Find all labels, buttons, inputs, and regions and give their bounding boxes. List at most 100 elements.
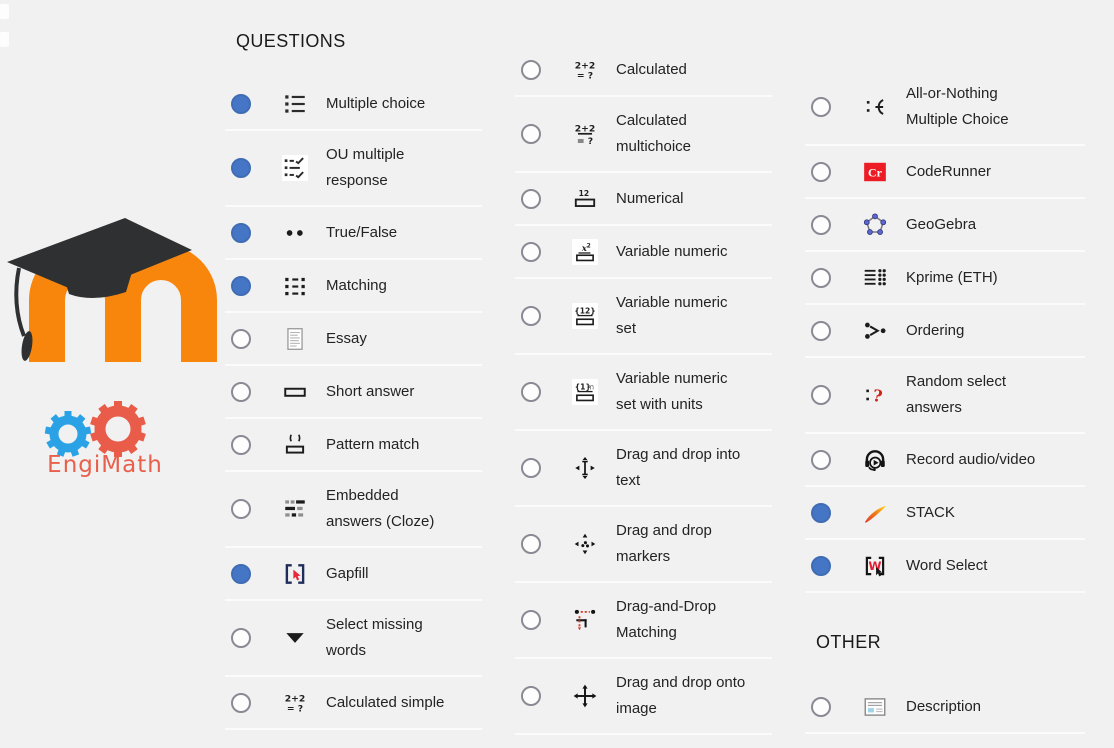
question-type-row-calculated[interactable]: Calculated — [515, 44, 772, 97]
question-type-label: STACK — [906, 503, 955, 521]
radio-kprime[interactable] — [811, 267, 831, 288]
edge-artifact — [0, 32, 9, 47]
question-type-row-matching[interactable]: Matching — [225, 260, 482, 313]
radio-drag-drop-matching[interactable] — [521, 610, 541, 630]
radio-calculated-multichoice[interactable] — [521, 124, 541, 144]
question-type-row-variable-numeric-set[interactable]: Variable numeric set — [515, 279, 772, 355]
question-type-label: Gapfill — [326, 564, 369, 582]
radio-numerical[interactable] — [521, 188, 541, 209]
question-type-label: Variable numeric — [616, 242, 728, 260]
radio-geogebra[interactable] — [811, 214, 831, 235]
question-type-row-coderunner[interactable]: CodeRunner — [805, 146, 1085, 199]
radio-record-av[interactable] — [811, 449, 831, 470]
question-type-row-drag-drop-image[interactable]: Drag and drop onto image — [515, 659, 772, 735]
all-or-nothing-icon — [862, 94, 888, 120]
record-av-icon — [862, 447, 888, 473]
question-type-row-random-select[interactable]: Random select answers — [805, 358, 1085, 434]
question-type-label: All-or-Nothing Multiple Choice — [906, 85, 1009, 128]
question-type-label: True/False — [326, 223, 398, 241]
question-type-row-pattern-match[interactable]: Pattern match — [225, 419, 482, 472]
question-type-label: Essay — [326, 329, 367, 347]
question-type-row-calculated-simple[interactable]: Calculated simple — [225, 677, 482, 730]
radio-stack[interactable] — [811, 502, 831, 523]
radio-calculated[interactable] — [521, 59, 541, 80]
radio-calculated-simple[interactable] — [231, 692, 251, 713]
gapfill-icon — [282, 561, 308, 587]
question-type-label: Word Select — [906, 556, 988, 574]
question-type-row-numerical[interactable]: Numerical — [515, 173, 772, 226]
radio-short-answer[interactable] — [231, 381, 251, 402]
radio-drag-drop-markers[interactable] — [521, 534, 541, 554]
radio-embedded-answers[interactable] — [231, 499, 251, 519]
stack-icon — [862, 500, 888, 526]
question-type-row-word-select[interactable]: Word Select — [805, 540, 1085, 593]
question-type-row-kprime[interactable]: Kprime (ETH) — [805, 252, 1085, 305]
blue-gear — [44, 411, 92, 457]
radio-select-missing-words[interactable] — [231, 628, 251, 648]
question-type-row-all-or-nothing[interactable]: All-or-Nothing Multiple Choice — [805, 70, 1085, 146]
question-type-row-drag-drop-matching[interactable]: Drag-and-Drop Matching — [515, 583, 772, 659]
question-type-row-select-missing-words[interactable]: Select missing words — [225, 601, 482, 677]
radio-ordering[interactable] — [811, 320, 831, 341]
column-questions-right: All-or-Nothing Multiple Choice CodeRunner… — [805, 70, 1085, 734]
question-type-label: Matching — [326, 276, 387, 294]
radio-variable-numeric-set[interactable] — [521, 306, 541, 326]
question-type-label: GeoGebra — [906, 215, 977, 233]
question-type-row-essay[interactable]: Essay — [225, 313, 482, 366]
question-type-row-variable-numeric-set-units[interactable]: Variable numeric set with units — [515, 355, 772, 431]
radio-gapfill[interactable] — [231, 563, 251, 584]
kprime-icon — [862, 265, 888, 291]
question-type-row-geogebra[interactable]: GeoGebra — [805, 199, 1085, 252]
question-type-label: Select missing words — [326, 616, 423, 659]
question-type-label: Calculated multichoice — [616, 112, 692, 155]
question-type-row-drag-drop-text[interactable]: Drag and drop into text — [515, 431, 772, 507]
calculated-multichoice-icon — [572, 121, 598, 147]
question-type-row-multiple-choice[interactable]: Multiple choice — [225, 78, 482, 131]
question-type-row-stack[interactable]: STACK — [805, 487, 1085, 540]
radio-description[interactable] — [811, 696, 831, 717]
numerical-icon — [572, 186, 598, 212]
question-type-row-drag-drop-markers[interactable]: Drag and drop markers — [515, 507, 772, 583]
question-type-row-gapfill[interactable]: Gapfill — [225, 548, 482, 601]
question-type-label: OU multiple response — [326, 146, 405, 189]
question-type-label: Embedded answers (Cloze) — [326, 487, 435, 530]
question-type-row-short-answer[interactable]: Short answer — [225, 366, 482, 419]
radio-word-select[interactable] — [811, 555, 831, 576]
radio-all-or-nothing[interactable] — [811, 97, 831, 117]
question-type-label: Kprime (ETH) — [906, 268, 998, 286]
question-type-label: Pattern match — [326, 435, 420, 453]
question-type-label: Description — [906, 697, 982, 715]
engimath-gears-logo — [44, 401, 146, 457]
variable-numeric-set-icon — [572, 303, 598, 329]
ou-multiple-response-icon — [282, 155, 308, 181]
question-type-row-true-false[interactable]: True/False — [225, 207, 482, 260]
question-type-row-embedded-answers[interactable]: Embedded answers (Cloze) — [225, 472, 482, 548]
question-type-row-variable-numeric[interactable]: Variable numeric — [515, 226, 772, 279]
radio-true-false[interactable] — [231, 222, 251, 243]
radio-drag-drop-image[interactable] — [521, 686, 541, 706]
column-questions-middle: Calculated Calculated multichoice Numerica… — [515, 44, 772, 735]
question-type-row-record-av[interactable]: Record audio/video — [805, 434, 1085, 487]
radio-matching[interactable] — [231, 275, 251, 296]
radio-multiple-choice[interactable] — [231, 93, 251, 114]
question-type-label: Calculated simple — [326, 693, 445, 711]
radio-variable-numeric[interactable] — [521, 241, 541, 262]
calculated-simple-icon — [282, 690, 308, 716]
question-type-label: Multiple choice — [326, 94, 426, 112]
radio-random-select[interactable] — [811, 385, 831, 405]
engimath-wordmark: EngiMath — [47, 452, 163, 478]
radio-drag-drop-text[interactable] — [521, 458, 541, 478]
edge-artifact — [0, 4, 9, 19]
question-type-row-description[interactable]: Description — [805, 681, 1085, 734]
radio-variable-numeric-set-units[interactable] — [521, 382, 541, 402]
question-type-row-ordering[interactable]: Ordering — [805, 305, 1085, 358]
question-type-label: Variable numeric set with units — [616, 370, 728, 413]
radio-pattern-match[interactable] — [231, 434, 251, 455]
moodle-logo — [7, 218, 217, 362]
radio-coderunner[interactable] — [811, 161, 831, 182]
radio-essay[interactable] — [231, 328, 251, 349]
question-type-row-ou-multiple-response[interactable]: OU multiple response — [225, 131, 482, 207]
question-type-row-calculated-multichoice[interactable]: Calculated multichoice — [515, 97, 772, 173]
radio-ou-multiple-response[interactable] — [231, 158, 251, 178]
